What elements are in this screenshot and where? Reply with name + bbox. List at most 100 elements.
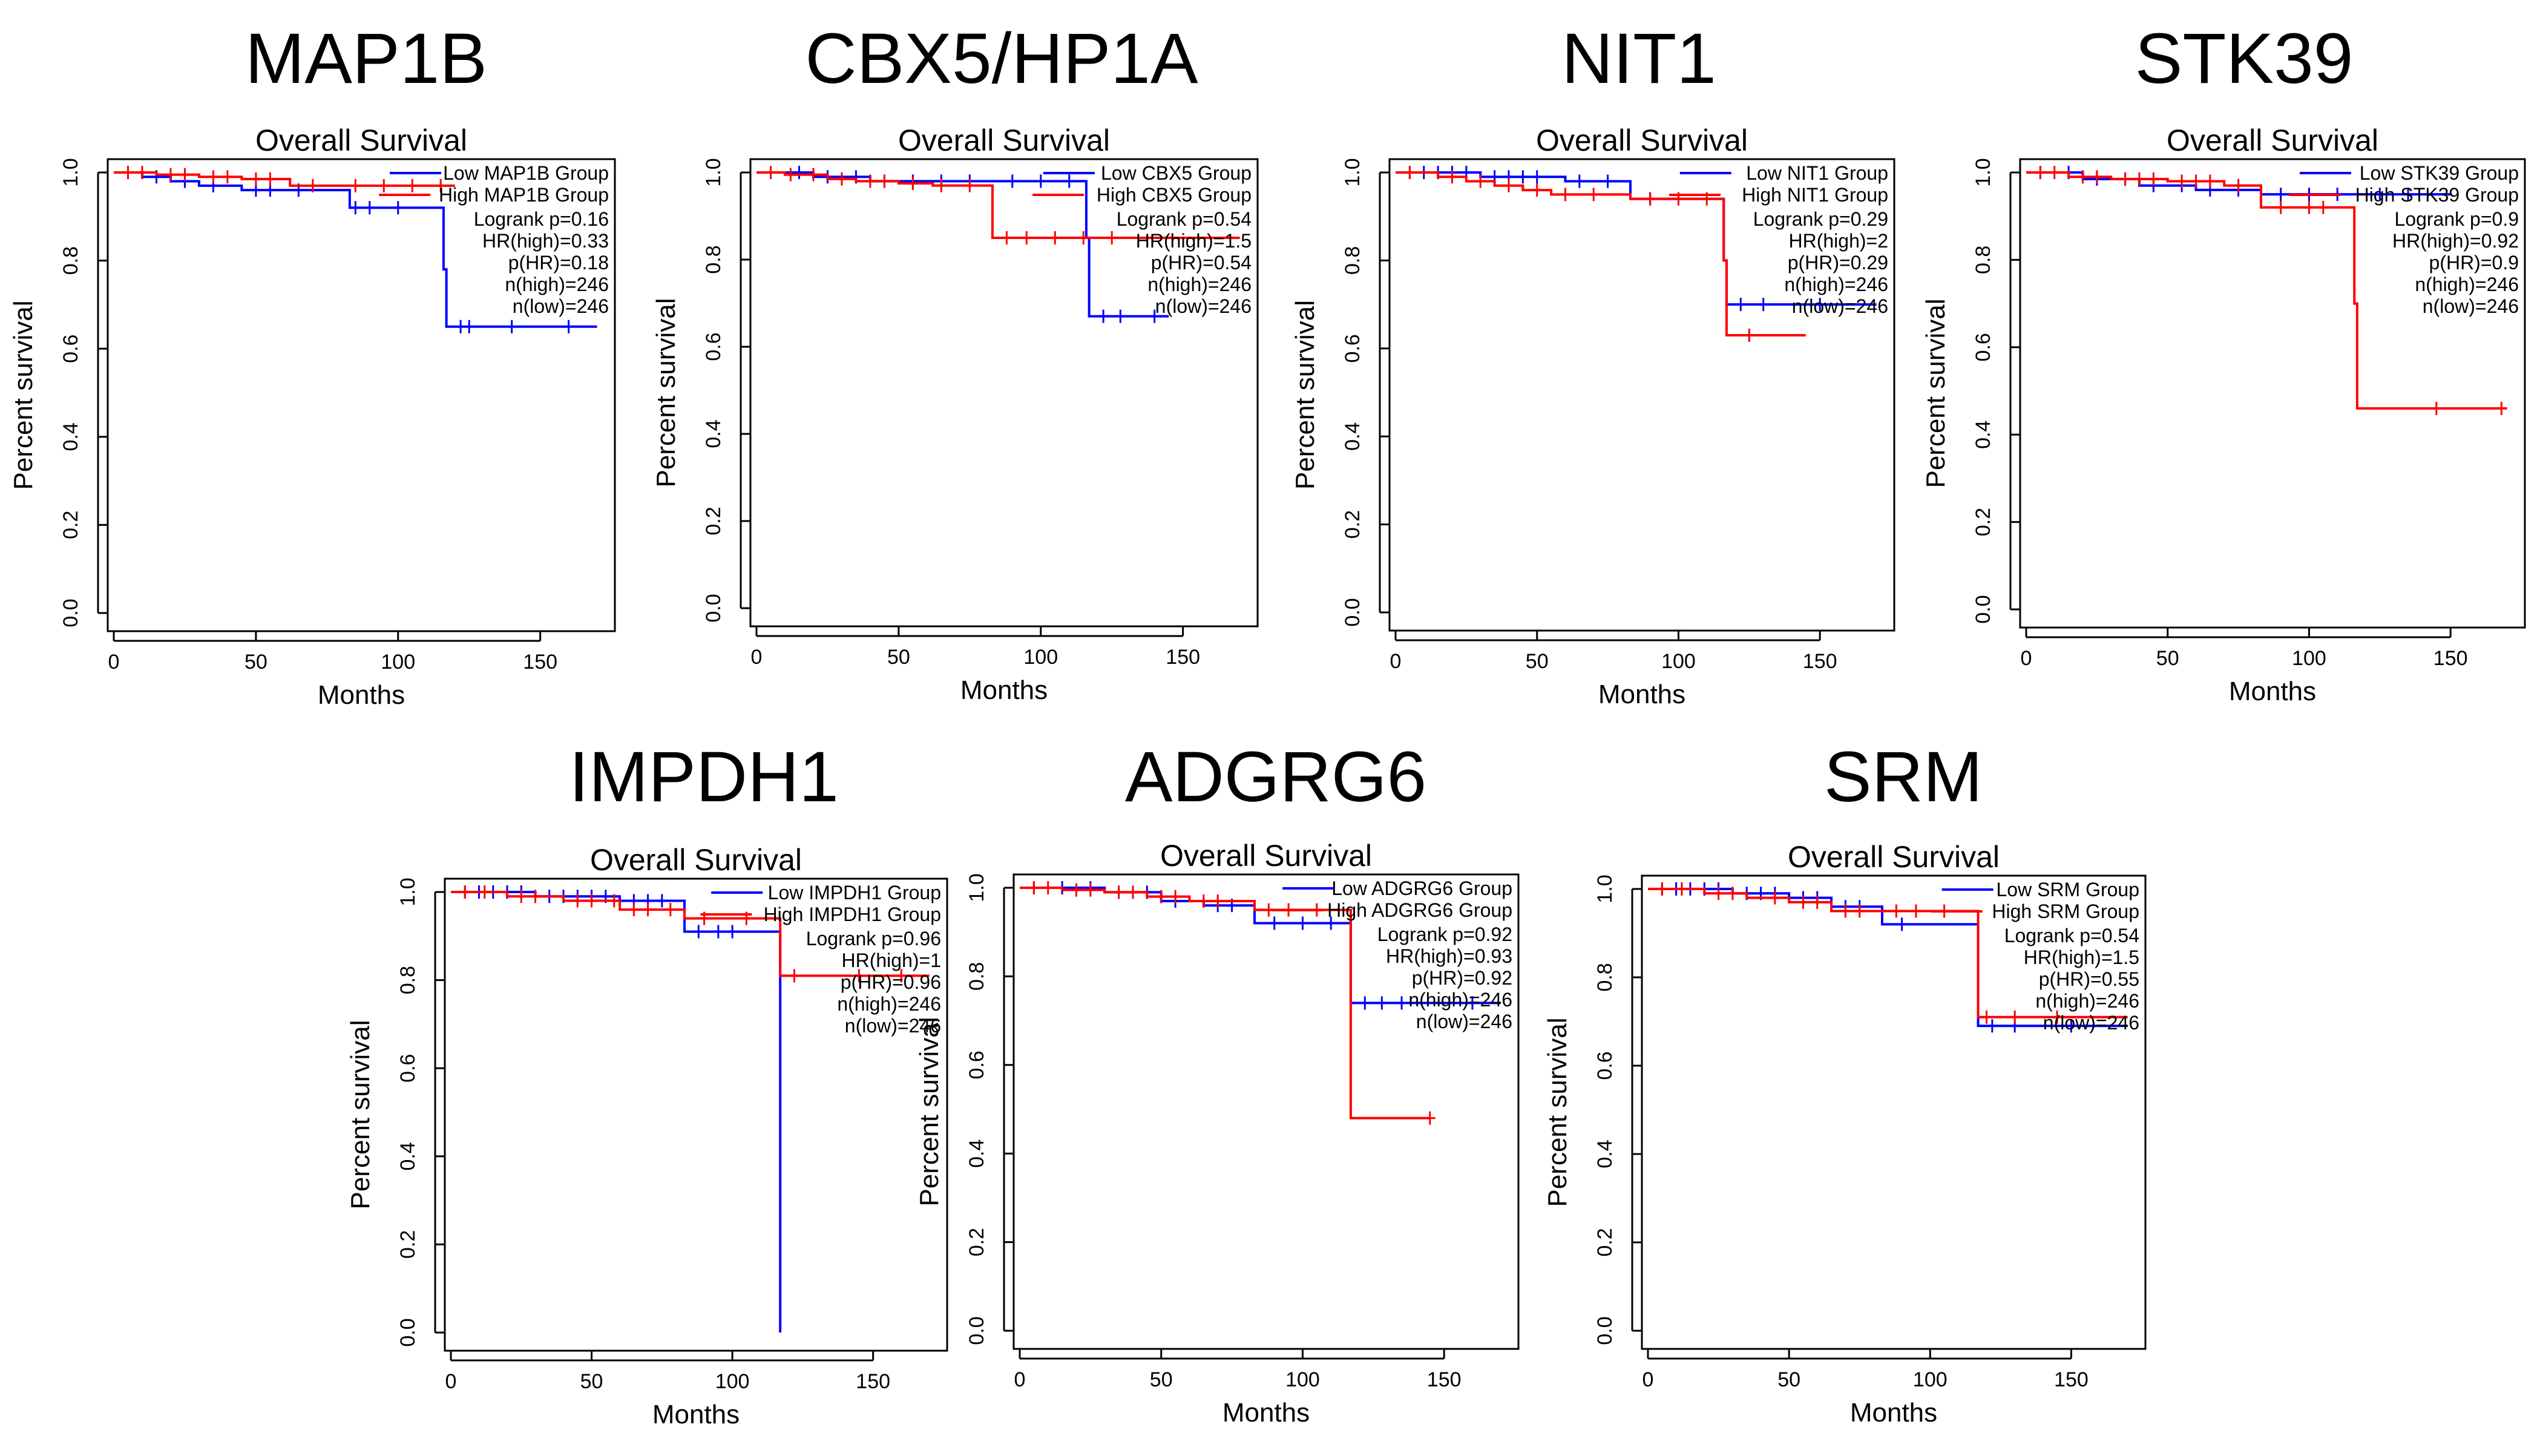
legend-label: Low NIT1 Group [1746, 162, 1888, 184]
high-censor-mark [2009, 1010, 2021, 1024]
stat-label: n(low)=246 [2043, 1012, 2139, 1034]
stat-label: n(high)=246 [1408, 989, 1512, 1011]
high-censor-mark [1021, 231, 1032, 244]
high-censor-mark [407, 179, 418, 192]
low-censor-mark [464, 320, 475, 333]
low-censor-mark [1531, 170, 1543, 184]
km-panel-5: Overall Survival 0 50 100 150 Months 0.0 0.2 0.4… [346, 843, 948, 1429]
x-axis-label: Months [2229, 677, 2316, 706]
plot-frame [107, 158, 616, 632]
x-tick-label: 0 [445, 1370, 457, 1393]
high-censor-mark [1475, 174, 1486, 188]
high-censor-mark [2176, 174, 2188, 188]
high-censor-mark [665, 903, 676, 917]
y-tick-label: 0.6 [396, 1054, 419, 1083]
x-tick-label: 100 [715, 1370, 750, 1393]
low-censor-mark [1986, 1019, 1998, 1033]
y-tick-label: 0.4 [965, 1140, 988, 1168]
gene-title-stk39: STK39 [2135, 19, 2354, 99]
y-tick-label: 1.0 [396, 877, 419, 906]
low-censor-mark [1376, 996, 1388, 1010]
high-censor-mark [572, 894, 583, 908]
x-tick-label: 50 [1526, 650, 1549, 673]
high-censor-mark [2133, 172, 2145, 186]
stat-label: HR(high)=0.33 [482, 230, 609, 252]
high-censor-mark [1588, 188, 1600, 202]
panel-title: Overall Survival [898, 123, 1110, 157]
high-group-curve [451, 891, 930, 977]
x-tick-label: 150 [523, 651, 557, 674]
high-censor-mark [1854, 904, 1865, 918]
low-censor-mark [1896, 917, 1908, 931]
km-panel-6: Overall Survival 0 50 100 150 Months 0.0 0.2 0.4… [914, 839, 1520, 1428]
plot-frame [749, 158, 1259, 628]
x-axis-label: Months [318, 680, 405, 710]
panel-title: Overall Survival [2167, 123, 2378, 157]
high-censor-mark [1891, 904, 1902, 918]
low-censor-mark [656, 894, 668, 908]
y-tick-label: 0.4 [396, 1142, 419, 1170]
y-tick-label: 0.6 [59, 335, 82, 363]
low-censor-mark [712, 925, 724, 939]
stat-label: Logrank p=0.92 [1377, 923, 1512, 945]
y-tick-label: 0.8 [396, 966, 419, 994]
stat-label: p(HR)=0.96 [841, 971, 941, 993]
high-group-curve [756, 171, 1240, 239]
plot-frame [444, 877, 948, 1352]
high-censor-mark [1170, 890, 1181, 903]
high-censor-mark [836, 172, 847, 186]
stat-label: HR(high)=2 [1788, 230, 1888, 252]
low-censor-mark [1035, 174, 1046, 188]
low-censor-mark [793, 166, 805, 179]
y-tick-label: 0.0 [396, 1318, 419, 1346]
high-censor-mark [907, 177, 919, 190]
high-censor-mark [864, 174, 876, 188]
y-axis-label: Percent survival [1921, 298, 1951, 488]
km-panel-3: Overall Survival 0 50 100 150 Months 0.0 0.2 0.4… [1290, 123, 1895, 709]
stat-label: n(low)=246 [513, 295, 609, 317]
high-censor-mark [896, 969, 907, 983]
low-censor-mark [1517, 170, 1529, 184]
high-censor-mark [250, 172, 261, 186]
low-censor-mark [1297, 916, 1308, 930]
x-axis-label: Months [1598, 680, 1685, 709]
low-group-curve [451, 891, 782, 1333]
y-tick-label: 1.0 [59, 158, 82, 186]
y-tick-label: 0.6 [1341, 334, 1364, 362]
low-censor-mark [693, 925, 704, 939]
high-censor-mark [879, 174, 890, 188]
y-tick-label: 0.0 [702, 594, 725, 622]
low-censor-mark [364, 201, 375, 215]
stat-label: n(low)=246 [1416, 1011, 1512, 1032]
low-censor-mark [506, 320, 517, 333]
y-tick-label: 0.2 [1972, 508, 1995, 536]
high-censor-mark [2496, 401, 2507, 415]
y-axis-label: Percent survival [651, 298, 681, 487]
gene-title-adgrg6: ADGRG6 [1124, 737, 1427, 817]
high-censor-mark [1797, 895, 1809, 909]
x-axis-label: Months [1222, 1398, 1310, 1428]
low-censor-mark [1063, 174, 1075, 188]
high-censor-mark [2049, 166, 2060, 179]
stat-label: n(high)=246 [1784, 274, 1888, 295]
x-tick-label: 0 [751, 646, 763, 669]
stat-label: n(low)=246 [1792, 295, 1888, 317]
legend-label: High SRM Group [1992, 900, 2139, 922]
x-tick-label: 150 [856, 1370, 890, 1393]
high-censor-mark [1028, 881, 1040, 894]
gene-title-map1b: MAP1B [244, 19, 488, 99]
stat-label: HR(high)=0.92 [2392, 230, 2519, 252]
stat-label: n(high)=246 [1147, 274, 1252, 295]
low-censor-mark [392, 201, 404, 215]
panel-title: Overall Survival [1788, 840, 2000, 874]
y-tick-label: 0.2 [702, 507, 725, 535]
high-censor-mark [1769, 891, 1780, 905]
high-censor-mark [964, 179, 976, 192]
gene-title-srm: SRM [1823, 737, 1983, 817]
high-censor-mark [1446, 170, 1458, 184]
high-censor-mark [1531, 183, 1543, 197]
y-tick-label: 1.0 [1972, 158, 1995, 186]
high-censor-mark [1676, 882, 1687, 896]
